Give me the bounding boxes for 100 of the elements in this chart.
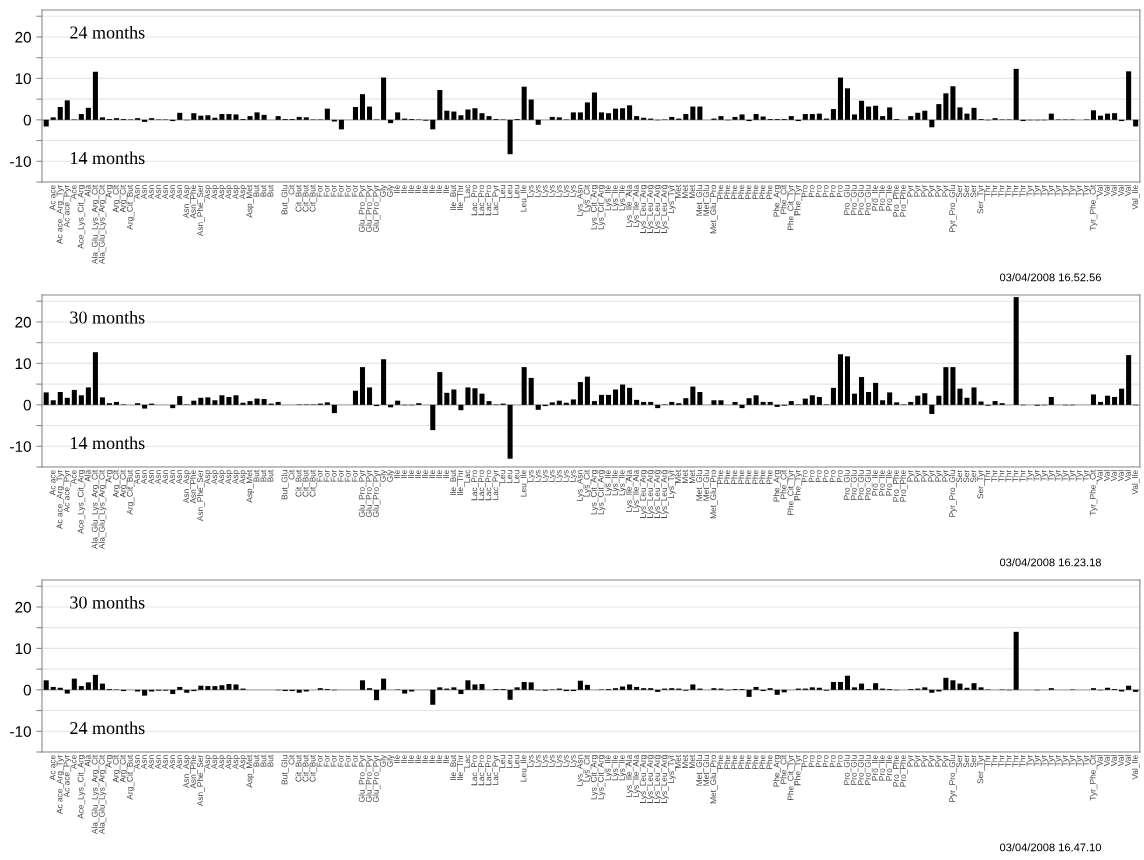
x-tick-label: Pro [822,755,829,768]
x-tick-label: Lys_Ile_Ala [632,469,641,512]
y-tick-label: 0 [23,684,31,696]
x-tick-label: Glu_Pro_Pyr [365,469,374,518]
x-tick-label: Thr [991,469,998,483]
bar [352,390,358,405]
annotation: 24 months [70,25,145,39]
x-tick-label: Asn_Phe_Ser [196,184,205,237]
x-tick-label: For [323,754,330,767]
x-tick-label: Pro [815,470,822,483]
bar [711,400,717,405]
x-tick-label: Pro_Glu [843,755,852,785]
bar [1112,113,1118,120]
bar [359,367,366,405]
x-tick-label: Pyr [935,754,943,767]
x-tick-label: Ace [70,755,77,770]
bar [774,689,780,695]
x-tick-label: Ile [421,755,428,763]
x-tick-label: Asn [141,185,147,200]
bar [802,398,808,405]
x-tick-label: Ile [400,185,407,193]
x-tick-label: Asn [155,185,161,200]
x-tick-label: Tyr [1047,184,1056,197]
x-tick-label: Ile [414,470,421,478]
x-tick-label: Tyr [1040,469,1049,482]
x-tick-label: Ac ace [49,185,56,211]
x-tick-label: Phe [759,470,766,484]
bar [85,107,91,120]
bar [226,684,232,690]
x-tick-label: Glu_Pro_Pyr [358,184,367,233]
x-tick-label: Tyr [1075,184,1084,197]
x-tick-label: Val [1110,470,1117,482]
x-tick-label: Lys_Tyr [668,469,676,498]
x-tick-label: Tyr_Phe_Cit [1089,754,1098,801]
x-tick-label: Asn [148,470,154,485]
x-tick-label: Val [1103,185,1110,197]
x-tick-label: Ser [970,469,977,483]
bar [844,356,851,405]
x-tick-label: Pro [829,470,836,483]
x-tick-label: Lys_Cit_Arg [597,185,606,230]
x-tick-label: Ac ace_Arg_Tyr [56,469,65,530]
x-tick-label: Pyr [914,184,922,197]
text: 03/04/2008 16.23.18 [999,558,1101,567]
x-tick-label: Pro_Glu [864,470,873,500]
bar [718,400,724,405]
x-tick-label: Glu_Pro_Pyr [372,469,381,518]
bar [880,116,886,120]
x-tick-label: Pyr_Pro_Glu [949,470,957,517]
x-tick-label: Ac ace_Pyr [63,469,72,513]
x-tick-label: For [337,469,344,482]
x-tick-label: Phe [752,185,759,199]
bar [395,400,401,405]
x-tick-label: Cit_But [295,469,304,497]
text: 03/04/2008 16.47.10 [999,843,1102,852]
bar [507,689,513,700]
x-tick-label: Phe [731,755,738,769]
x-tick-label: Cit [288,469,295,480]
x-tick-label: Lys_Leu_Arg [654,185,662,233]
x-tick-label: Asn [155,755,161,770]
x-tick-label: Ile [407,470,414,478]
x-tick-label: Phe_Cit_Tyr [787,754,796,800]
bar [444,110,450,120]
x-tick-label: Asn_Phe [189,470,198,504]
x-tick-label: Pro [801,185,808,198]
bar [64,397,70,405]
x-tick-label: Tyr [1033,184,1042,197]
bar [205,115,211,120]
bar [922,687,928,690]
x-tick-label: Ile [393,470,400,478]
x-tick-label: Met_Glu [696,470,704,501]
bar [521,86,527,120]
x-tick-label: Thr [1012,754,1019,768]
x-tick-label: Pro [836,185,843,198]
bar [402,689,408,694]
x-tick-label: Pro_Glu [850,755,859,785]
bar [683,114,689,120]
bar [465,109,471,120]
bar [563,402,569,405]
x-tick-label: But [267,469,274,482]
x-tick-label: Met_Glu [696,185,704,216]
bar [521,367,527,405]
bar [620,108,626,120]
x-tick-label: For [323,184,330,197]
x-tick-label: Cit_But [302,469,311,497]
bar [1112,396,1118,405]
x-tick-label: For [351,184,358,197]
x-tick-label: Ile_Thr [457,754,465,780]
x-tick-label: Leu_Ile [520,470,528,497]
x-tick-label: Lys_Ile [618,470,627,496]
x-tick-label: But [267,754,274,767]
x-tick-label: Thr [998,184,1005,198]
bar [535,119,541,125]
x-tick-label: Met [675,754,682,768]
x-tick-label: Lys_Ile_Ala [632,184,641,227]
bar [816,113,822,120]
x-tick-label: Thr [1005,469,1012,483]
x-tick-label: Asn [176,755,182,770]
bar [191,113,197,120]
bar [634,116,640,120]
bar [549,402,555,405]
